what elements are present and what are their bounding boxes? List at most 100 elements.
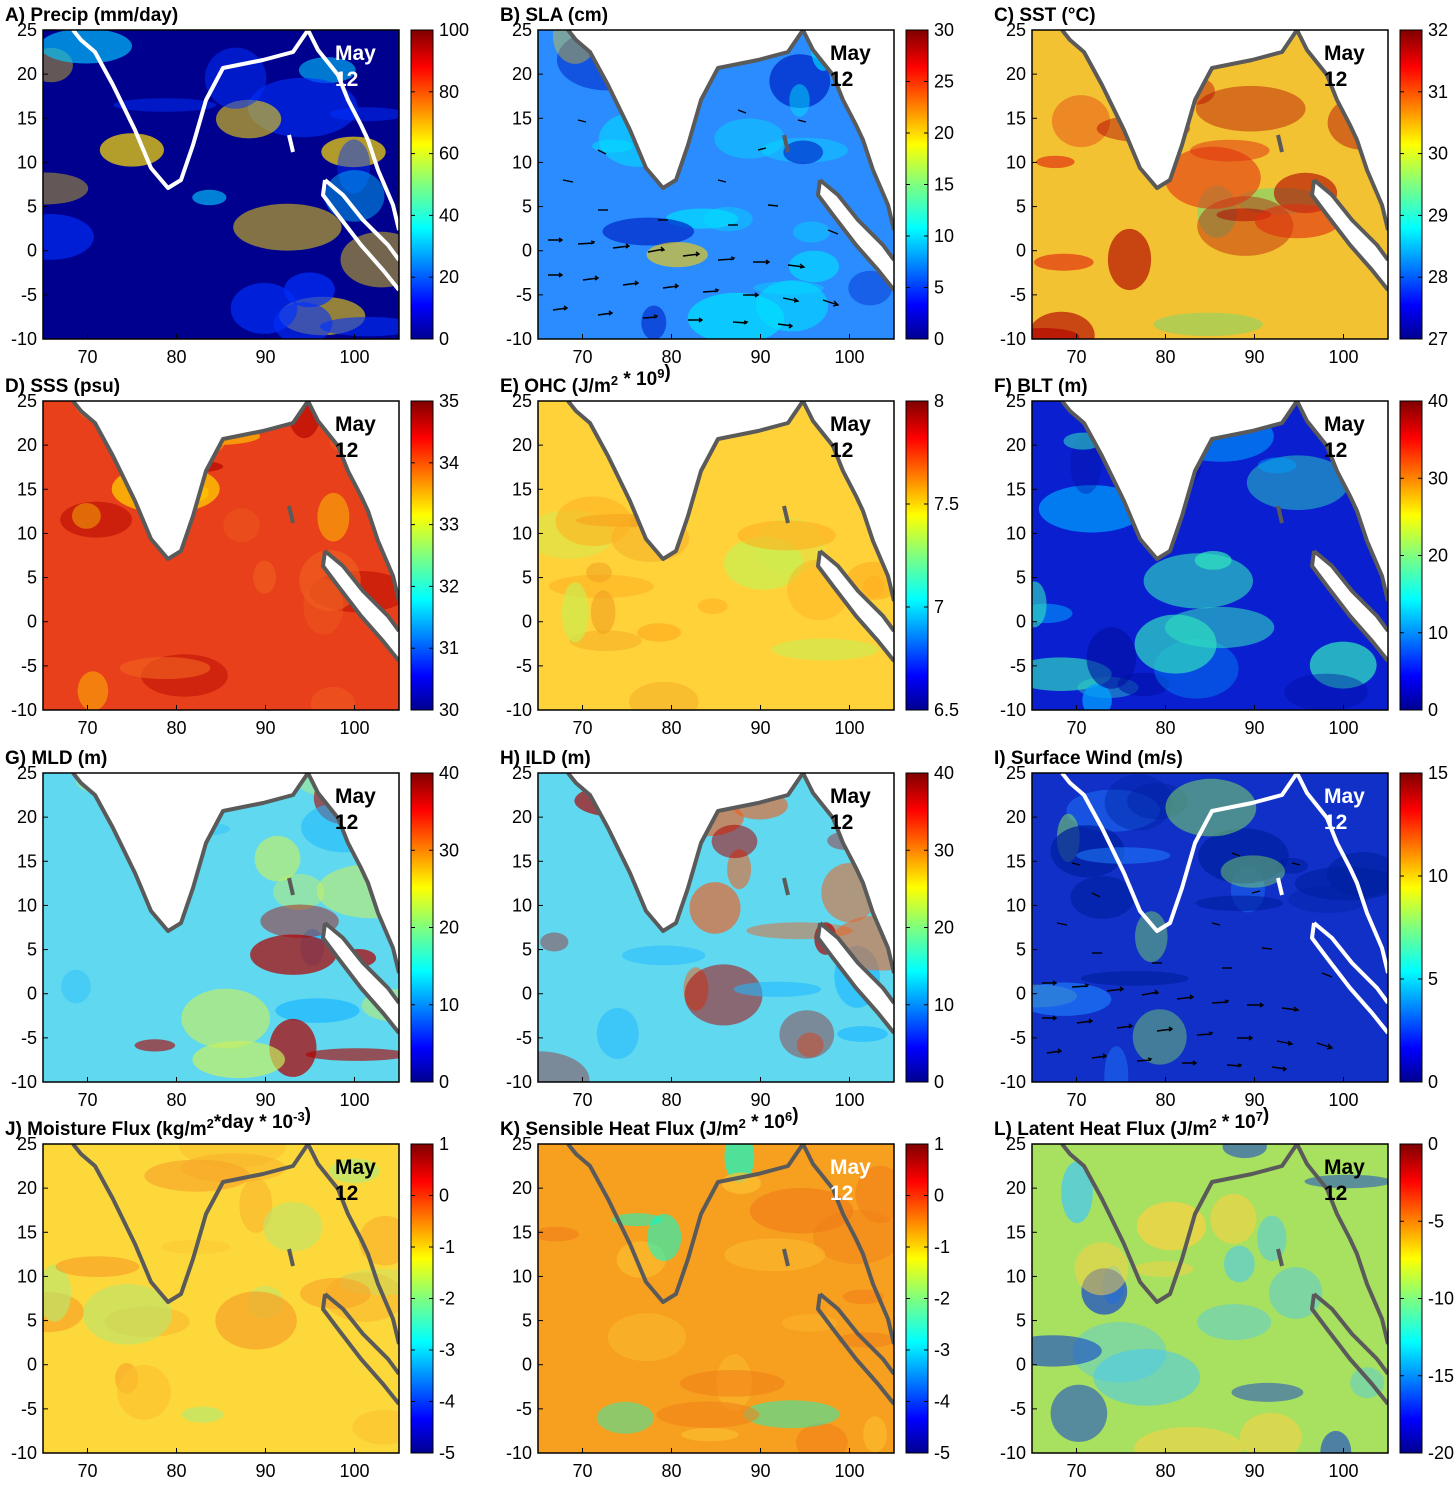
y-tick-label: -5 — [516, 1028, 532, 1048]
colorbar-tick-label: 32 — [439, 576, 459, 596]
colorbar: 15 10 5 0 — [1399, 763, 1448, 1092]
date-label: May 12 — [1324, 1156, 1365, 1205]
x-tick-label: 100 — [339, 347, 369, 367]
date-label: May 12 — [335, 42, 376, 91]
x-tick-label: 90 — [750, 347, 770, 367]
panel-title: A) Precip (mm/day) — [5, 5, 178, 26]
y-tick-label: 15 — [512, 1222, 532, 1242]
x-tick-label: 100 — [834, 718, 864, 738]
colorbar-tick-label: 33 — [439, 515, 459, 535]
y-tick-label: 10 — [512, 895, 532, 915]
y-tick-label: 10 — [512, 523, 532, 543]
y-tick-label: 0 — [522, 1355, 532, 1375]
y-tick-label: 25 — [17, 1134, 37, 1154]
svg-text:12: 12 — [335, 68, 358, 91]
plot-frame — [537, 772, 895, 1083]
y-tick-label: 25 — [1006, 391, 1026, 411]
colorbar-tick-label: 28 — [1428, 267, 1448, 287]
y-tick-label: 10 — [512, 152, 532, 172]
y-tick-label: -10 — [1000, 700, 1026, 720]
x-tick-label: 80 — [661, 1090, 681, 1110]
colorbar-tick-label: 0 — [1428, 700, 1438, 720]
y-tick-label: 5 — [27, 1311, 37, 1331]
y-tick-label: 15 — [1006, 851, 1026, 871]
colorbar-tick-label: 5 — [1428, 969, 1438, 989]
panel-title: G) MLD (m) — [5, 748, 107, 769]
colorbar-tick-label: -1 — [439, 1237, 455, 1257]
colorbar-tick-label: 6.5 — [934, 700, 959, 720]
colorbar-tick-label: 20 — [934, 918, 954, 938]
y-tick-label: 20 — [512, 807, 532, 827]
colorbar-tick-label: -3 — [439, 1340, 455, 1360]
date-label: May 12 — [1324, 785, 1365, 834]
colorbar: 40 30 20 10 0 — [410, 763, 459, 1092]
x-tick-label: 90 — [750, 718, 770, 738]
colorbar: 30 25 20 15 10 5 0 — [905, 20, 954, 349]
colorbar-tick-label: 100 — [439, 20, 469, 40]
svg-text:May: May — [1324, 785, 1365, 808]
x-tick-label: 70 — [572, 347, 592, 367]
svg-text:12: 12 — [1324, 811, 1347, 834]
x-tick-label: 80 — [1155, 347, 1175, 367]
colorbar-tick-label: 30 — [1428, 468, 1448, 488]
x-tick-label: 90 — [255, 718, 275, 738]
colorbar-tick-label: 10 — [934, 995, 954, 1015]
svg-text:May: May — [830, 42, 871, 65]
colorbar: 40 30 20 10 0 — [905, 763, 954, 1092]
map-field — [538, 773, 894, 1082]
panel-J: J) Moisture Flux (kg/m2*day * 10-3)May12… — [5, 1105, 455, 1481]
x-tick-label: 90 — [255, 1461, 275, 1481]
colorbar-tick-label: 35 — [439, 391, 459, 411]
y-tick-label: 25 — [17, 763, 37, 783]
date-label: May 12 — [830, 413, 871, 462]
colorbar-tick-label: -4 — [439, 1392, 455, 1412]
y-tick-label: -10 — [506, 329, 532, 349]
y-tick-label: 15 — [512, 108, 532, 128]
y-tick-label: 15 — [17, 479, 37, 499]
date-label: May 12 — [830, 1156, 871, 1205]
x-tick-label: 100 — [834, 1461, 864, 1481]
svg-text:May: May — [830, 413, 871, 436]
x-tick-label: 90 — [255, 347, 275, 367]
colorbar-tick-label: 60 — [439, 144, 459, 164]
panel-A: A) Precip (mm/day) May 12 25 20 15 10 5 0 -5 -10 70… — [5, 5, 469, 367]
y-tick-label: 0 — [27, 241, 37, 261]
colorbar-tick-label: 29 — [1428, 205, 1448, 225]
colorbar-tick-label: 0 — [934, 1186, 944, 1206]
plot-frame — [537, 1143, 895, 1454]
svg-text:12: 12 — [1324, 1182, 1347, 1205]
x-tick-label: 80 — [661, 347, 681, 367]
y-tick-label: 20 — [1006, 1178, 1026, 1198]
y-tick-label: -10 — [1000, 1443, 1026, 1463]
y-tick-label: 25 — [512, 763, 532, 783]
y-tick-label: -5 — [21, 285, 37, 305]
colorbar-tick-label: 31 — [1428, 82, 1448, 102]
date-label: May 12 — [335, 785, 376, 834]
plot-frame — [1031, 772, 1389, 1083]
x-tick-label: 80 — [1155, 1090, 1175, 1110]
x-tick-label: 80 — [1155, 1461, 1175, 1481]
x-tick-label: 90 — [255, 1090, 275, 1110]
x-tick-label: 100 — [339, 718, 369, 738]
y-tick-label: 20 — [512, 1178, 532, 1198]
x-tick-label: 70 — [1066, 718, 1086, 738]
panel-title: I) Surface Wind (m/s) — [994, 748, 1183, 769]
panel-title: K) Sensible Heat Flux (J/m2 * 106) — [500, 1105, 799, 1140]
x-tick-label: 70 — [77, 1090, 97, 1110]
x-tick-label: 70 — [1066, 1090, 1086, 1110]
colorbar: 32 31 30 29 28 27 — [1399, 20, 1448, 349]
y-tick-label: -10 — [1000, 1072, 1026, 1092]
colorbar-tick-label: -2 — [934, 1289, 950, 1309]
map-field — [1032, 401, 1388, 710]
colorbar: 0 -5 -10 -15 -20 — [1399, 1134, 1454, 1463]
y-tick-label: -5 — [21, 1399, 37, 1419]
y-tick-label: 10 — [512, 1266, 532, 1286]
map-field — [538, 401, 894, 710]
y-tick-label: 25 — [512, 20, 532, 40]
svg-text:12: 12 — [830, 68, 853, 91]
y-tick-label: -10 — [506, 1072, 532, 1092]
y-tick-label: 10 — [1006, 523, 1026, 543]
